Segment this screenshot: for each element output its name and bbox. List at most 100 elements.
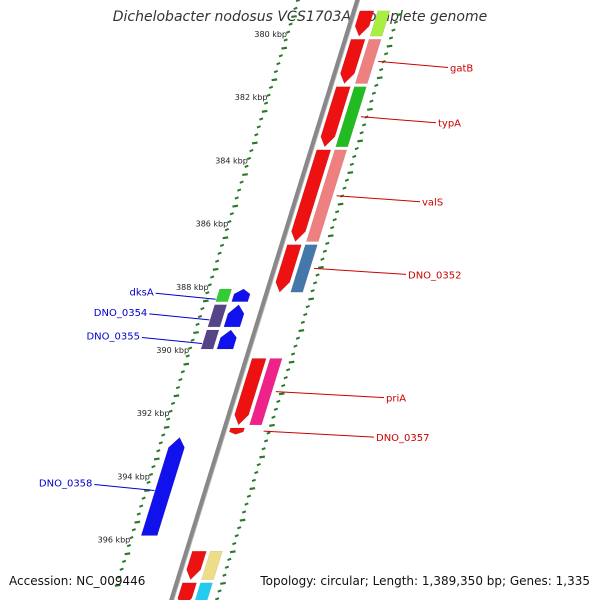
- tick-mark-right: [249, 487, 256, 491]
- tick-mark-left: [246, 156, 252, 161]
- tick-mark-right: [305, 304, 310, 309]
- tick-mark-right: [256, 462, 261, 467]
- tick-mark-left: [283, 38, 288, 42]
- tick-mark-right: [337, 202, 344, 206]
- tick-mark-left: [285, 30, 291, 34]
- tick-mark-right: [246, 494, 252, 498]
- tick-mark-left: [254, 133, 259, 137]
- tick-mark-left: [295, 0, 301, 3]
- tick-mark-left: [268, 85, 274, 90]
- forward-gene-leader: [263, 430, 375, 438]
- tick-mark-right: [330, 225, 335, 230]
- reverse-gene-leader: [94, 483, 155, 491]
- tick-mark-left: [281, 46, 288, 50]
- tick-mark-left: [195, 322, 200, 327]
- tick-mark-right: [214, 597, 220, 600]
- tick-mark-left: [229, 212, 234, 216]
- tick-mark-right: [288, 360, 295, 364]
- reverse-gene-arrow: [216, 329, 237, 350]
- tick-mark-left: [134, 520, 141, 524]
- tick-mark-right: [278, 392, 285, 396]
- tick-mark-right: [352, 154, 357, 159]
- backbone-layer: [169, 0, 361, 600]
- tick-mark-left: [158, 441, 163, 445]
- tick-mark-left: [224, 227, 230, 232]
- tick-mark-left: [291, 15, 297, 19]
- tick-mark-left: [168, 409, 173, 413]
- tick-label: 386 kbp: [196, 220, 229, 229]
- tick-label: 390 kbp: [156, 346, 189, 355]
- tick-mark-right: [232, 541, 237, 546]
- forward-gene-bar: [306, 149, 348, 242]
- forward-gene-bar: [335, 86, 367, 148]
- forward-gene-bar: [369, 10, 391, 37]
- tick-mark-left: [249, 148, 254, 153]
- tick-mark-left: [129, 536, 134, 540]
- tick-mark-right: [300, 320, 305, 325]
- tick-mark-left: [170, 401, 176, 406]
- reverse-gene-label: DNO_0355: [86, 332, 140, 343]
- tick-mark-left: [244, 164, 249, 169]
- forward-gene-arrow: [354, 10, 375, 37]
- tick-mark-left: [117, 575, 122, 579]
- tick-mark-left: [259, 117, 264, 121]
- tick-mark-left: [237, 188, 242, 192]
- tick-mark-left: [119, 567, 124, 571]
- tick-mark-right: [379, 67, 384, 72]
- tick-mark-right: [283, 376, 288, 380]
- tick-mark-right: [369, 99, 374, 103]
- tick-mark-left: [131, 528, 137, 532]
- tick-mark-left: [217, 251, 222, 255]
- tick-mark-right: [391, 28, 396, 32]
- tick-label: 388 kbp: [176, 283, 209, 292]
- reverse-gene-arrow: [231, 288, 251, 302]
- tick-mark-left: [214, 259, 220, 263]
- topology-label: Topology: circular; Length: 1,389,350 bp…: [260, 574, 590, 588]
- tick-mark-right: [276, 399, 281, 404]
- tick-mark-right: [357, 139, 364, 143]
- forward-gene-bar: [201, 550, 223, 580]
- tick-mark-left: [205, 291, 210, 295]
- tick-mark-right: [386, 44, 393, 48]
- forward-gene-arrow: [275, 244, 302, 293]
- tick-mark-left: [185, 354, 190, 358]
- tick-mark-right: [290, 352, 296, 356]
- tick-mark-left: [193, 331, 199, 335]
- tick-mark-right: [322, 249, 328, 253]
- tick-mark-right: [312, 281, 318, 285]
- tick-mark-left: [163, 425, 170, 429]
- tick-mark-left: [234, 196, 239, 200]
- forward-gene-leader: [275, 391, 385, 399]
- tick-label: 394 kbp: [117, 472, 150, 481]
- tick-mark-right: [320, 257, 325, 261]
- tick-mark-right: [244, 502, 249, 506]
- tick-mark-left: [288, 22, 293, 26]
- tick-mark-left: [261, 109, 268, 113]
- tick-mark-right: [310, 289, 315, 293]
- reverse-gene-label: DNO_0358: [39, 478, 93, 489]
- tick-mark-left: [251, 141, 258, 145]
- tick-layer: 380 kbp 382 kbp 384 kbp 386 kbp 388 kbp 390 k…: [98, 0, 403, 600]
- tick-mark-right: [332, 218, 337, 222]
- tick-mark-left: [146, 480, 151, 485]
- tick-mark-left: [207, 283, 212, 287]
- forward-gene-leader: [336, 195, 421, 203]
- tick-mark-left: [151, 464, 156, 469]
- tick-mark-left: [139, 504, 144, 508]
- forward-gene-bar: [354, 39, 382, 84]
- tick-mark-right: [371, 91, 377, 95]
- reverse-gene-leader: [155, 292, 216, 300]
- tick-mark-right: [261, 447, 266, 451]
- tick-mark-right: [285, 368, 291, 372]
- forward-gene-label: DNO_0357: [376, 433, 430, 444]
- tick-mark-right: [359, 131, 364, 135]
- tick-mark-left: [256, 125, 261, 129]
- reverse-gene-bar: [215, 288, 232, 302]
- tick-mark-right: [298, 329, 305, 333]
- tick-mark-left: [271, 78, 278, 82]
- tick-mark-right: [241, 510, 247, 514]
- tick-mark-left: [178, 378, 183, 382]
- reverse-gene-label: DNO_0354: [94, 308, 148, 319]
- tick-mark-right: [234, 534, 239, 538]
- tick-mark-left: [263, 101, 269, 105]
